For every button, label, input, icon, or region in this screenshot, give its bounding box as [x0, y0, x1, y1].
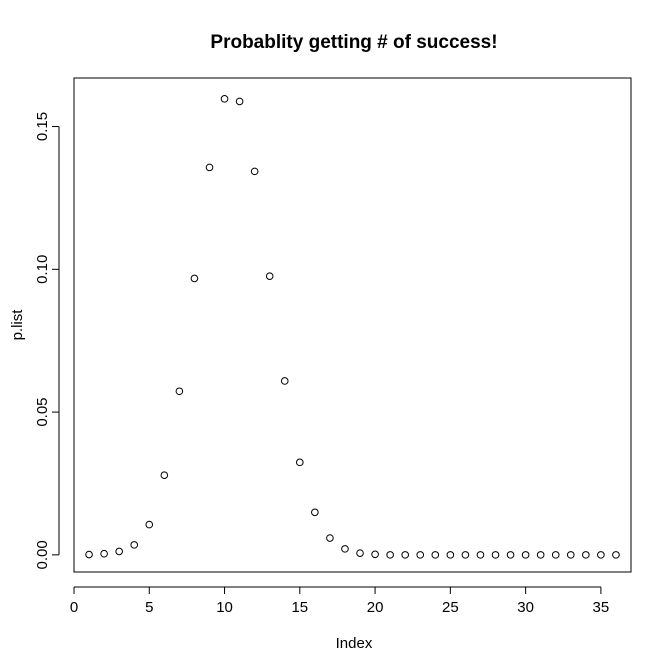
data-point	[205, 163, 214, 172]
plot-frame	[73, 77, 632, 573]
data-point	[491, 551, 500, 559]
data-point	[401, 551, 409, 559]
data-point	[145, 520, 154, 529]
y-tick-label: 0.10	[34, 255, 51, 284]
data-point	[356, 549, 364, 557]
data-point	[597, 551, 605, 559]
x-tick-label: 25	[442, 599, 459, 616]
data-point	[220, 95, 229, 103]
data-point	[551, 551, 560, 559]
data-point	[461, 551, 470, 559]
data-point	[115, 547, 123, 556]
data-point	[175, 387, 184, 396]
y-tick-label: 0.05	[34, 397, 51, 426]
data-point	[521, 551, 530, 559]
data-point	[566, 551, 575, 559]
data-point	[280, 377, 289, 385]
data-point	[476, 551, 485, 559]
data-point	[536, 551, 545, 559]
data-point	[296, 458, 304, 467]
data-point	[582, 551, 590, 559]
data-point	[190, 274, 199, 283]
x-tick-label: 10	[216, 599, 233, 616]
data-point	[311, 508, 319, 517]
x-tick-label: 20	[367, 599, 384, 616]
data-point	[235, 97, 244, 106]
data-point	[326, 534, 334, 542]
data-point	[446, 551, 455, 559]
x-tick-label: 35	[593, 599, 610, 616]
data-point	[506, 551, 515, 559]
data-point	[416, 551, 425, 559]
x-axis-label: Index	[336, 635, 373, 652]
data-point	[85, 550, 93, 559]
data-point	[371, 550, 379, 559]
data-point	[386, 551, 394, 559]
data-point	[431, 551, 440, 559]
data-point	[130, 541, 139, 549]
x-tick-label: 0	[70, 599, 78, 616]
x-axis: 0 5 10 15 20 25 30 35	[70, 586, 610, 616]
data-point	[341, 545, 349, 553]
chart-title: Probablity getting # of success!	[210, 32, 497, 53]
y-tick-label: 0.15	[34, 112, 51, 141]
x-tick-label: 15	[291, 599, 308, 616]
data-point	[612, 551, 620, 559]
y-axis: 0.00 0.05 0.10 0.15	[34, 112, 60, 569]
data-points	[85, 95, 620, 559]
y-axis-label: p.list	[9, 309, 26, 341]
x-tick-label: 30	[517, 599, 534, 616]
data-point	[250, 167, 259, 176]
x-tick-label: 5	[145, 599, 153, 616]
y-tick-label: 0.00	[34, 540, 51, 569]
data-point	[100, 549, 108, 558]
data-point	[265, 272, 274, 280]
data-point	[160, 471, 169, 479]
